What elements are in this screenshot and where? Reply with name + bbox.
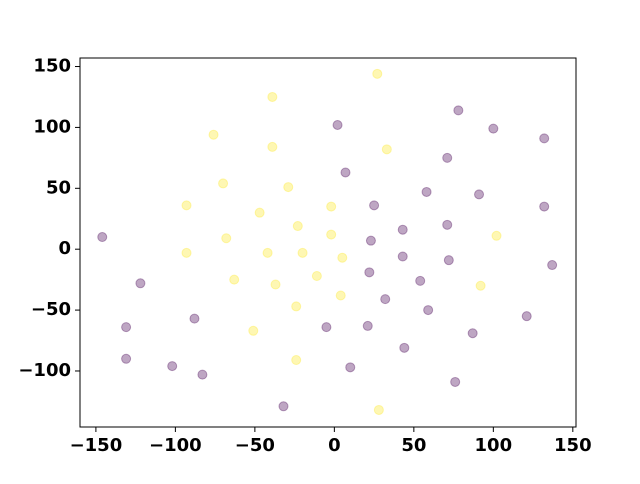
point (372, 68, 383, 79)
y-tick-label: 50 (46, 177, 71, 198)
point (297, 247, 308, 258)
point (337, 252, 348, 263)
point (270, 279, 281, 290)
point (248, 325, 259, 336)
point (218, 178, 229, 189)
point (332, 119, 343, 130)
point (442, 152, 453, 163)
x-tick-label: 50 (401, 435, 426, 456)
point (397, 224, 408, 235)
x-tick-label: 100 (475, 435, 513, 456)
point (521, 311, 532, 322)
point (278, 401, 289, 412)
x-tick-label: 0 (328, 435, 341, 456)
point (443, 255, 454, 266)
point (423, 305, 434, 316)
y-tick-label: 100 (33, 116, 71, 137)
y-tick-label: 150 (33, 56, 71, 77)
x-tick-label: −100 (149, 435, 202, 456)
point (97, 232, 108, 243)
x-tick-label: 150 (554, 435, 592, 456)
point (381, 144, 392, 155)
point (539, 201, 550, 212)
point (373, 404, 384, 415)
point (208, 129, 219, 140)
point (262, 247, 273, 258)
point (453, 105, 464, 116)
point (345, 362, 356, 373)
point (340, 167, 351, 178)
point (189, 313, 200, 324)
point (415, 275, 426, 286)
point (380, 294, 391, 305)
point (397, 251, 408, 262)
point (399, 342, 410, 353)
point (221, 233, 232, 244)
point (467, 328, 478, 339)
point (292, 221, 303, 232)
y-tick-label: 0 (58, 238, 71, 259)
point (369, 200, 380, 211)
point (365, 235, 376, 246)
y-tick-label: −50 (31, 299, 71, 320)
point (491, 230, 502, 241)
plot-frame (79, 57, 577, 428)
point (321, 322, 332, 333)
point (547, 260, 558, 271)
point (442, 219, 453, 230)
point (326, 201, 337, 212)
point (283, 182, 294, 193)
point (488, 123, 499, 134)
point (362, 320, 373, 331)
point (197, 369, 208, 380)
x-tick-label: −150 (70, 435, 123, 456)
point (121, 322, 132, 333)
point (291, 301, 302, 312)
point (364, 267, 375, 278)
x-tick-label: −50 (235, 435, 275, 456)
point (421, 186, 432, 197)
point (254, 207, 265, 218)
point (267, 141, 278, 152)
point (121, 353, 132, 364)
y-tick-label: −100 (18, 360, 71, 381)
point (326, 229, 337, 240)
point (181, 200, 192, 211)
point (450, 376, 461, 387)
point (181, 247, 192, 258)
point (539, 133, 550, 144)
point (135, 278, 146, 289)
point (229, 274, 240, 285)
point (267, 91, 278, 102)
point (335, 290, 346, 301)
point (291, 355, 302, 366)
point (311, 270, 322, 281)
point (475, 280, 486, 291)
point (474, 189, 485, 200)
point (167, 361, 178, 372)
